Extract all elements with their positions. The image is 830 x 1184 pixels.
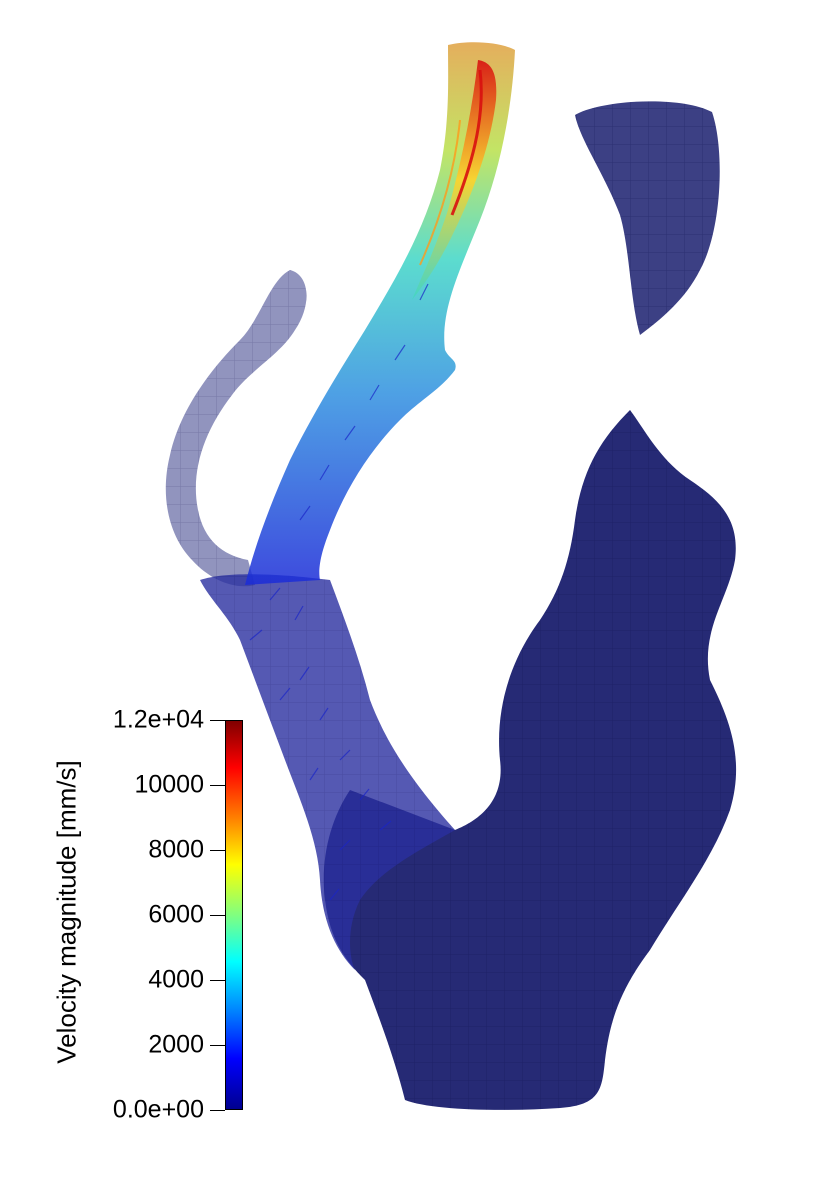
colorbar-tick-label: 6000 xyxy=(148,900,204,929)
colorbar-tick xyxy=(210,980,225,981)
colorbar-tick xyxy=(210,785,225,786)
colorbar-tick-label: 4000 xyxy=(148,965,204,994)
colorbar-tick-label: 0.0e+00 xyxy=(112,1095,204,1124)
colorbar-tick xyxy=(210,720,225,721)
colorbar-tick-label: 10000 xyxy=(134,770,204,799)
colorbar-tick-label: 2000 xyxy=(148,1030,204,1059)
colorbar-tick-label: 8000 xyxy=(148,835,204,864)
jet-core xyxy=(412,60,497,300)
jet-channel xyxy=(245,42,515,585)
colorbar-tick-label: 1.2e+04 xyxy=(112,705,204,734)
colorbar-tick xyxy=(210,1110,225,1111)
colorbar-tick xyxy=(210,850,225,851)
colorbar-title: Velocity magnitude [mm/s] xyxy=(51,760,82,1064)
colorbar xyxy=(225,720,243,1110)
colorbar-tick xyxy=(210,1045,225,1046)
colorbar-tick xyxy=(210,915,225,916)
